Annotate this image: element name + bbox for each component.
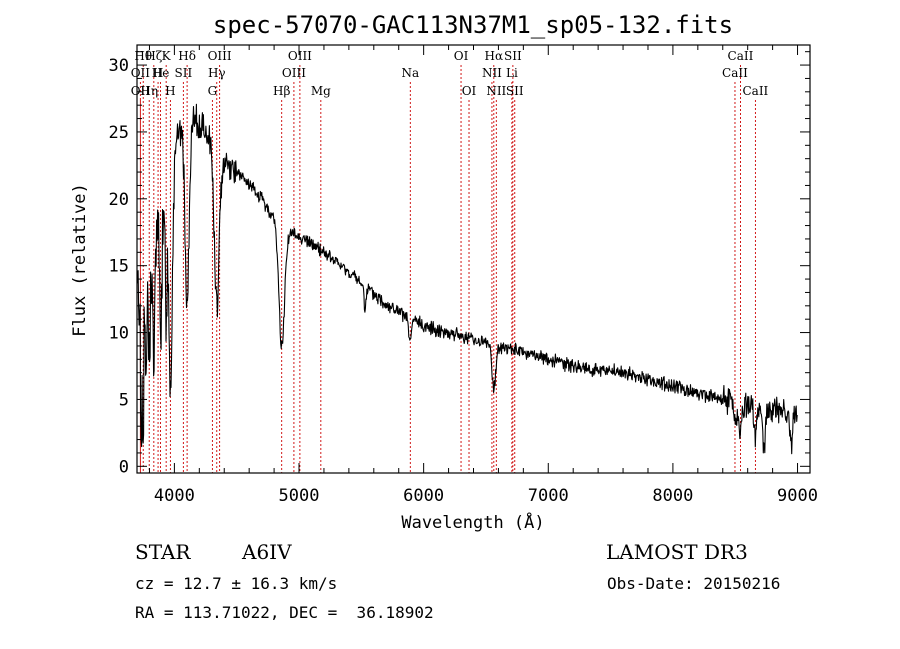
y-tick-label-2: 10 xyxy=(109,324,129,344)
x-tick-label-0: 4000 xyxy=(154,486,195,506)
y-tick-label-1: 5 xyxy=(119,390,129,410)
plot-frame xyxy=(136,44,811,474)
line-label-6: He xyxy=(152,66,170,80)
line-label-25: SII xyxy=(504,49,522,63)
x-tick-label-3: 7000 xyxy=(528,486,569,506)
line-label-22: Hα xyxy=(485,49,504,63)
spectral-line-markers xyxy=(139,65,756,473)
survey-name: LAMOST DR3 xyxy=(606,540,748,564)
line-label-4: Hζ xyxy=(145,49,162,63)
object-class: STAR xyxy=(135,540,191,564)
line-label-24: Li xyxy=(506,66,518,80)
y-tick-label-6: 30 xyxy=(109,56,129,76)
y-axis-label: Flux (relative) xyxy=(70,183,90,337)
chart-title: spec-57070-GAC113N37M1_sp05-132.fits xyxy=(213,11,733,39)
spectrum-line xyxy=(137,103,798,455)
y-axis-ticks: 0 5 10 15 20 25 30 xyxy=(109,51,810,477)
spectral-line-labels: OIIOIIHθHηHζHHeKHSIIHδGHγOIIIHβOIIIOIIIM… xyxy=(131,49,769,98)
line-label-8: H xyxy=(165,84,175,98)
object-subclass: A6IV xyxy=(242,540,292,564)
obs-date-text: Obs-Date: 20150216 xyxy=(607,574,781,593)
x-tick-label-1: 5000 xyxy=(279,486,320,506)
line-label-16: OIII xyxy=(288,49,312,63)
y-tick-label-0: 0 xyxy=(119,457,129,477)
line-label-11: G xyxy=(208,84,218,98)
line-label-1: OII xyxy=(131,84,151,98)
line-label-12: Hγ xyxy=(208,66,226,80)
line-label-14: Hβ xyxy=(273,84,290,98)
x-axis-ticks: 4000 5000 6000 7000 8000 9000 xyxy=(148,45,818,506)
x-tick-label-2: 6000 xyxy=(403,486,444,506)
line-label-26: SII xyxy=(506,84,524,98)
line-label-15: OIII xyxy=(282,66,306,80)
line-label-3: Hη xyxy=(140,84,158,98)
line-label-13: OIII xyxy=(208,49,232,63)
y-tick-label-4: 20 xyxy=(109,190,129,210)
line-label-18: Na xyxy=(401,66,419,80)
line-label-23: NII xyxy=(486,84,506,98)
x-axis-label: Wavelength (Å) xyxy=(401,511,544,533)
line-label-7: K xyxy=(162,49,172,63)
line-label-2: Hθ xyxy=(134,49,152,63)
x-tick-label-4: 8000 xyxy=(652,486,693,506)
coordinates-text: RA = 113.71022, DEC = 36.18902 xyxy=(135,603,434,622)
line-label-9: SII xyxy=(175,66,193,80)
line-label-19: OI xyxy=(454,49,469,63)
y-tick-label-3: 15 xyxy=(109,257,129,277)
line-label-5: H xyxy=(153,66,163,80)
line-label-21: NII xyxy=(482,66,502,80)
line-label-0: OII xyxy=(131,66,151,80)
line-label-20: OI xyxy=(462,84,477,98)
line-label-10: Hδ xyxy=(178,49,196,63)
redshift-text: cz = 12.7 ± 16.3 km/s xyxy=(135,574,338,593)
x-tick-label-5: 9000 xyxy=(777,486,818,506)
line-label-27: CaII xyxy=(722,66,748,80)
line-label-17: Mg xyxy=(311,84,331,98)
line-label-28: CaII xyxy=(728,49,754,63)
y-tick-label-5: 25 xyxy=(109,123,129,143)
line-label-29: CaII xyxy=(742,84,768,98)
